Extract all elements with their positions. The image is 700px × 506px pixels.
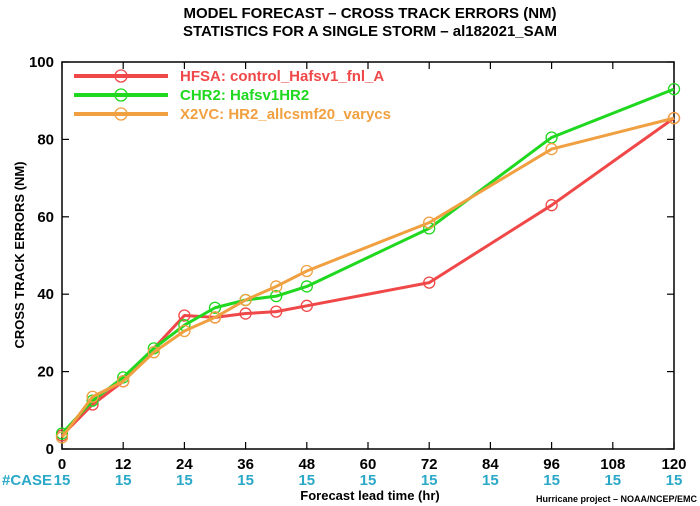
y-tick-label: 20 [37, 364, 54, 381]
x-axis-label: Forecast lead time (hr) [300, 488, 439, 503]
data-point-marker [239, 293, 252, 307]
data-point-marker [147, 346, 160, 359]
data-point-marker [117, 375, 130, 388]
data-point-marker [178, 324, 191, 338]
x-tick-label: 48 [298, 456, 315, 473]
case-count: 15 [54, 472, 71, 489]
case-count: 15 [237, 472, 254, 489]
y-tick-label: 40 [37, 286, 54, 303]
case-count: 15 [176, 472, 193, 489]
x-tick-label: 84 [482, 456, 499, 473]
data-point-marker [86, 390, 99, 403]
data-point-marker [423, 276, 436, 289]
x-tick-label: 36 [237, 456, 254, 473]
case-count: 15 [421, 472, 438, 489]
series-line [60, 116, 675, 437]
data-point-marker [545, 142, 558, 156]
legend-marker [114, 69, 128, 83]
data-point-marker [545, 199, 558, 212]
data-point-marker [270, 305, 283, 318]
case-count: 15 [482, 472, 499, 489]
y-tick-label: 80 [37, 131, 54, 148]
data-point-marker [300, 299, 313, 312]
legend-entry: HFSA: control_Hafsv1_fnl_A [180, 68, 384, 85]
axis-ticks: 0 12 24 36 48 60 72 84 96 108 120 0 20 40 60 80 100 [29, 54, 687, 473]
case-count: 15 [298, 472, 315, 489]
case-count: 15 [543, 472, 560, 489]
series-2 [55, 82, 681, 440]
series-lines [55, 82, 681, 444]
data-point-marker [423, 216, 436, 229]
data-point-marker [300, 264, 313, 278]
data-point-marker [208, 311, 222, 324]
x-tick-label: 120 [661, 456, 686, 473]
data-point-marker [55, 427, 69, 440]
case-count: 15 [604, 472, 621, 489]
legend-entry: X2VC: HR2_allcsmf20_varycs [180, 106, 391, 123]
x-tick-label: 24 [176, 456, 193, 473]
data-point-marker [208, 301, 222, 314]
case-count: 15 [666, 472, 683, 489]
case-counts: 15 15 15 15 15 15 15 15 15 15 15 [54, 472, 683, 489]
data-point-marker [239, 307, 252, 320]
legend-entry: CHR2: Hafsv1HR2 [180, 87, 309, 104]
chart-subtitle: STATISTICS FOR A SINGLE STORM – al182021… [183, 23, 557, 40]
x-tick-label: 96 [543, 456, 560, 473]
series-1 [55, 111, 681, 442]
y-tick-label: 0 [46, 441, 54, 458]
y-axis-label: CROSS TRACK ERRORS (NM) [12, 161, 27, 348]
data-point-marker [300, 280, 313, 293]
data-point-marker [270, 289, 283, 303]
data-point-marker [178, 309, 191, 322]
data-point-marker [667, 82, 681, 96]
case-count: 15 [115, 472, 132, 489]
chart-title: MODEL FORECAST – CROSS TRACK ERRORS (NM) [183, 5, 556, 22]
y-tick-label: 100 [29, 54, 54, 71]
series-3 [55, 111, 681, 444]
legend: HFSA: control_Hafsv1_fnl_A CHR2: Hafsv1HR… [74, 68, 391, 123]
y-tick-label: 60 [37, 209, 54, 226]
data-point-marker [667, 111, 681, 125]
x-tick-label: 0 [58, 456, 66, 473]
x-tick-label: 108 [600, 456, 625, 473]
legend-marker [114, 107, 128, 121]
data-point-marker [270, 280, 283, 293]
x-tick-label: 12 [115, 456, 132, 473]
x-tick-label: 60 [360, 456, 377, 473]
data-point-marker [55, 431, 69, 444]
credit-text: Hurricane project – NOAA/NCEP/EMC [536, 494, 698, 504]
legend-marker [114, 88, 128, 102]
case-count: 15 [360, 472, 377, 489]
series-line [60, 116, 675, 439]
x-tick-label: 72 [421, 456, 438, 473]
case-label: #CASE [2, 472, 52, 489]
